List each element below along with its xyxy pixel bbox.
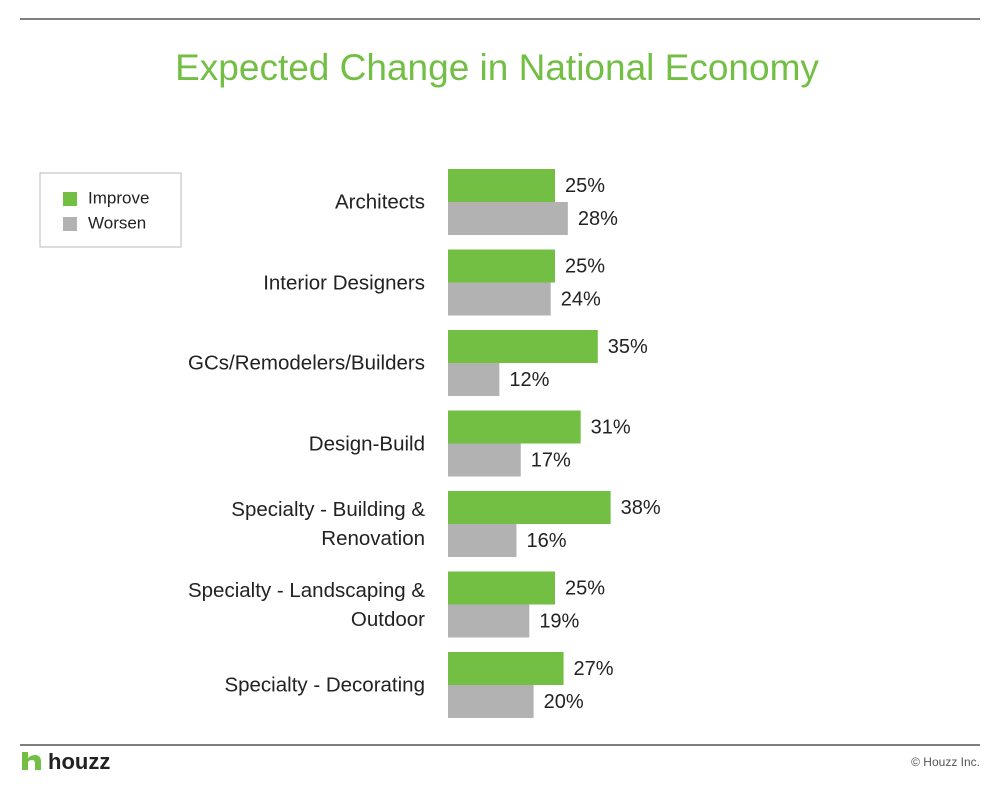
legend-box — [39, 172, 182, 248]
value-label: 20% — [544, 691, 584, 713]
chart-title: Expected Change in National Economy — [175, 47, 819, 88]
value-label: 31% — [591, 416, 631, 438]
bar — [448, 571, 555, 605]
bar — [448, 685, 534, 718]
value-label: 16% — [526, 530, 566, 552]
category-label: Interior Designers — [263, 271, 425, 294]
legend-swatch — [63, 217, 77, 231]
value-label: 19% — [539, 610, 579, 632]
value-label: 27% — [574, 658, 614, 680]
value-label: 12% — [509, 369, 549, 391]
bar — [448, 282, 551, 316]
bar — [448, 652, 564, 685]
bar — [448, 491, 611, 524]
category-label: Specialty - Landscaping & Outdoor — [187, 578, 425, 631]
copyright: © Houzz Inc. — [911, 755, 980, 769]
bar — [448, 249, 555, 283]
bar — [448, 410, 581, 444]
logo-text: houzz — [48, 749, 110, 774]
value-label: 17% — [531, 449, 571, 471]
category-label: GCs/Remodelers/Builders — [188, 351, 425, 375]
bar — [448, 363, 500, 396]
value-label: 24% — [561, 288, 601, 310]
legend-label: Improve — [88, 188, 149, 207]
bar — [448, 169, 555, 202]
value-label: 35% — [608, 336, 648, 358]
value-label: 28% — [578, 208, 618, 230]
bar — [448, 202, 568, 235]
legend-swatch — [63, 192, 77, 206]
category-label: Design-Build — [308, 432, 425, 455]
bar — [448, 604, 530, 638]
value-label: 25% — [565, 175, 605, 197]
bar — [448, 443, 521, 477]
logo-icon — [22, 752, 41, 770]
value-label: 38% — [621, 497, 661, 519]
legend-label: Worsen — [88, 213, 146, 232]
value-label: 25% — [565, 577, 605, 599]
bar — [448, 330, 598, 363]
bar — [448, 524, 517, 557]
category-label: Specialty - Building & Renovation — [231, 498, 425, 550]
value-label: 25% — [565, 255, 605, 277]
category-label: Architects — [335, 190, 425, 214]
category-label: Specialty - Decorating — [224, 673, 425, 697]
